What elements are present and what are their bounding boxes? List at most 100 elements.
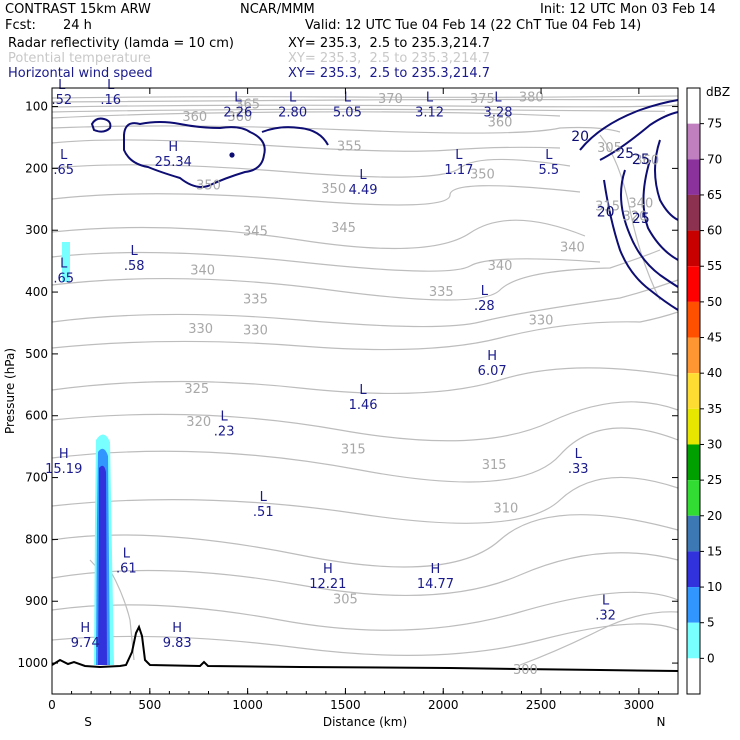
theta-label: 345 (331, 221, 356, 236)
extremum-value: .33 (568, 462, 589, 477)
legend-label: 75 (707, 117, 722, 131)
legend-label: 10 (707, 580, 722, 594)
field-theta-name: Potential temperature (8, 51, 151, 66)
extremum-value: .58 (124, 259, 145, 274)
legend-swatch (687, 480, 700, 516)
legend-title: dBZ (706, 85, 730, 99)
extremum-type: H (487, 349, 497, 364)
legend-swatch (687, 408, 700, 445)
extremum-type: H (80, 621, 90, 636)
legend-label: 5 (707, 616, 715, 630)
theta-label: 315 (341, 443, 366, 458)
field-reflectivity-name: Radar reflectivity (lamda = 10 cm) (8, 36, 234, 51)
extremum-value: .65 (53, 163, 74, 178)
extremum-value: 2.80 (278, 106, 307, 121)
extremum-type: L (234, 91, 242, 106)
extremum-value: .28 (474, 299, 495, 314)
extremum-type: L (545, 148, 553, 163)
legend-swatch (687, 159, 700, 195)
x-tick-label: 0 (48, 698, 56, 712)
theta-label: 360 (227, 110, 252, 125)
legend-swatch (687, 123, 700, 160)
terrain-line (51, 624, 679, 672)
theta-label: 320 (623, 210, 648, 225)
extremum-type: L (123, 546, 131, 561)
theta-label: 330 (243, 323, 268, 338)
legend-swatch (687, 266, 700, 302)
x-axis-label: Distance (km) (323, 715, 407, 729)
field-wind-xy: XY= 235.3, 2.5 to 235.3,214.7 (288, 66, 491, 81)
legend-swatch (687, 622, 700, 659)
theta-label: 335 (429, 285, 454, 300)
extremum-type: L (260, 490, 268, 505)
extremum-type: L (60, 256, 68, 271)
extremum-value: 3.12 (415, 106, 444, 121)
extremum-type: L (602, 593, 610, 608)
extremum-type: H (59, 447, 69, 462)
extremum-type: L (455, 148, 463, 163)
legend-swatch (687, 515, 700, 552)
model-name: NCAR/MMM (240, 2, 315, 17)
extremum-value: 5.5 (539, 163, 560, 178)
extremum-type: L (359, 383, 367, 398)
legend-label: 60 (707, 224, 722, 238)
extremum-type: L (575, 447, 583, 462)
legend-swatch (687, 373, 700, 409)
y-tick-label: 100 (25, 100, 48, 114)
extremum-value: 15.19 (45, 462, 82, 477)
field-wind-name: Horizontal wind speed (8, 66, 153, 81)
theta-label: 340 (488, 259, 513, 274)
field-theta-xy: XY= 235.3, 2.5 to 235.3,214.7 (288, 51, 491, 66)
legend-label: 30 (707, 437, 722, 451)
theta-label: 350 (470, 168, 495, 183)
legend-swatch (687, 587, 700, 623)
extremum-type: L (344, 91, 352, 106)
theta-label: 315 (482, 458, 507, 473)
theta-contours (51, 95, 679, 666)
extremum-value: 3.28 (484, 106, 513, 121)
theta-label: 340 (628, 197, 653, 212)
legend-label: 15 (707, 544, 722, 558)
y-axis-label: Pressure (hPa) (3, 348, 17, 434)
legend-swatch (687, 230, 700, 267)
y-tick-label: 1000 (17, 656, 48, 670)
extremum-value: .52 (51, 93, 72, 108)
theta-label: 380 (519, 90, 544, 105)
y-tick-label: 900 (25, 594, 48, 608)
wind-label: 25 (632, 152, 650, 168)
extremum-type: L (289, 91, 297, 106)
extremum-type: L (131, 244, 139, 259)
legend-swatch (687, 658, 700, 694)
extremum-value: .65 (53, 271, 74, 286)
theta-label: 320 (186, 415, 211, 430)
extremum-value: 2.26 (223, 106, 252, 121)
extremum-value: 6.07 (478, 364, 507, 379)
valid-time: Valid: 12 UTC Tue 04 Feb 14 (22 ChT Tue … (305, 18, 642, 33)
extremum-type: L (60, 148, 68, 163)
theta-label: 340 (190, 263, 215, 278)
theta-label: 340 (560, 241, 585, 256)
extremum-value: 5.05 (333, 106, 362, 121)
x-end-label-right: N (657, 715, 666, 729)
theta-label: 315 (595, 200, 620, 215)
theta-label: 355 (337, 140, 362, 155)
extremum-type: L (359, 168, 367, 183)
extremum-type: L (494, 91, 502, 106)
legend-swatch (687, 88, 700, 124)
extremum-value: .61 (116, 561, 137, 576)
wind-label: 20 (571, 129, 589, 145)
legend-label: 40 (707, 366, 722, 380)
theta-label: 365 (235, 98, 260, 113)
legend-label: 70 (707, 152, 722, 166)
extremum-type: L (426, 91, 434, 106)
reflectivity-shading (62, 242, 114, 665)
wind-label: 25 (632, 211, 650, 227)
theta-label: 370 (378, 92, 403, 107)
legend-label: 0 (707, 651, 715, 665)
extremum-value: .32 (595, 608, 616, 623)
y-tick-label: 500 (25, 347, 48, 361)
y-axis: 100 200 300 400 500 600 700 800 900 1000 (17, 100, 678, 670)
theta-label: 300 (513, 663, 538, 678)
